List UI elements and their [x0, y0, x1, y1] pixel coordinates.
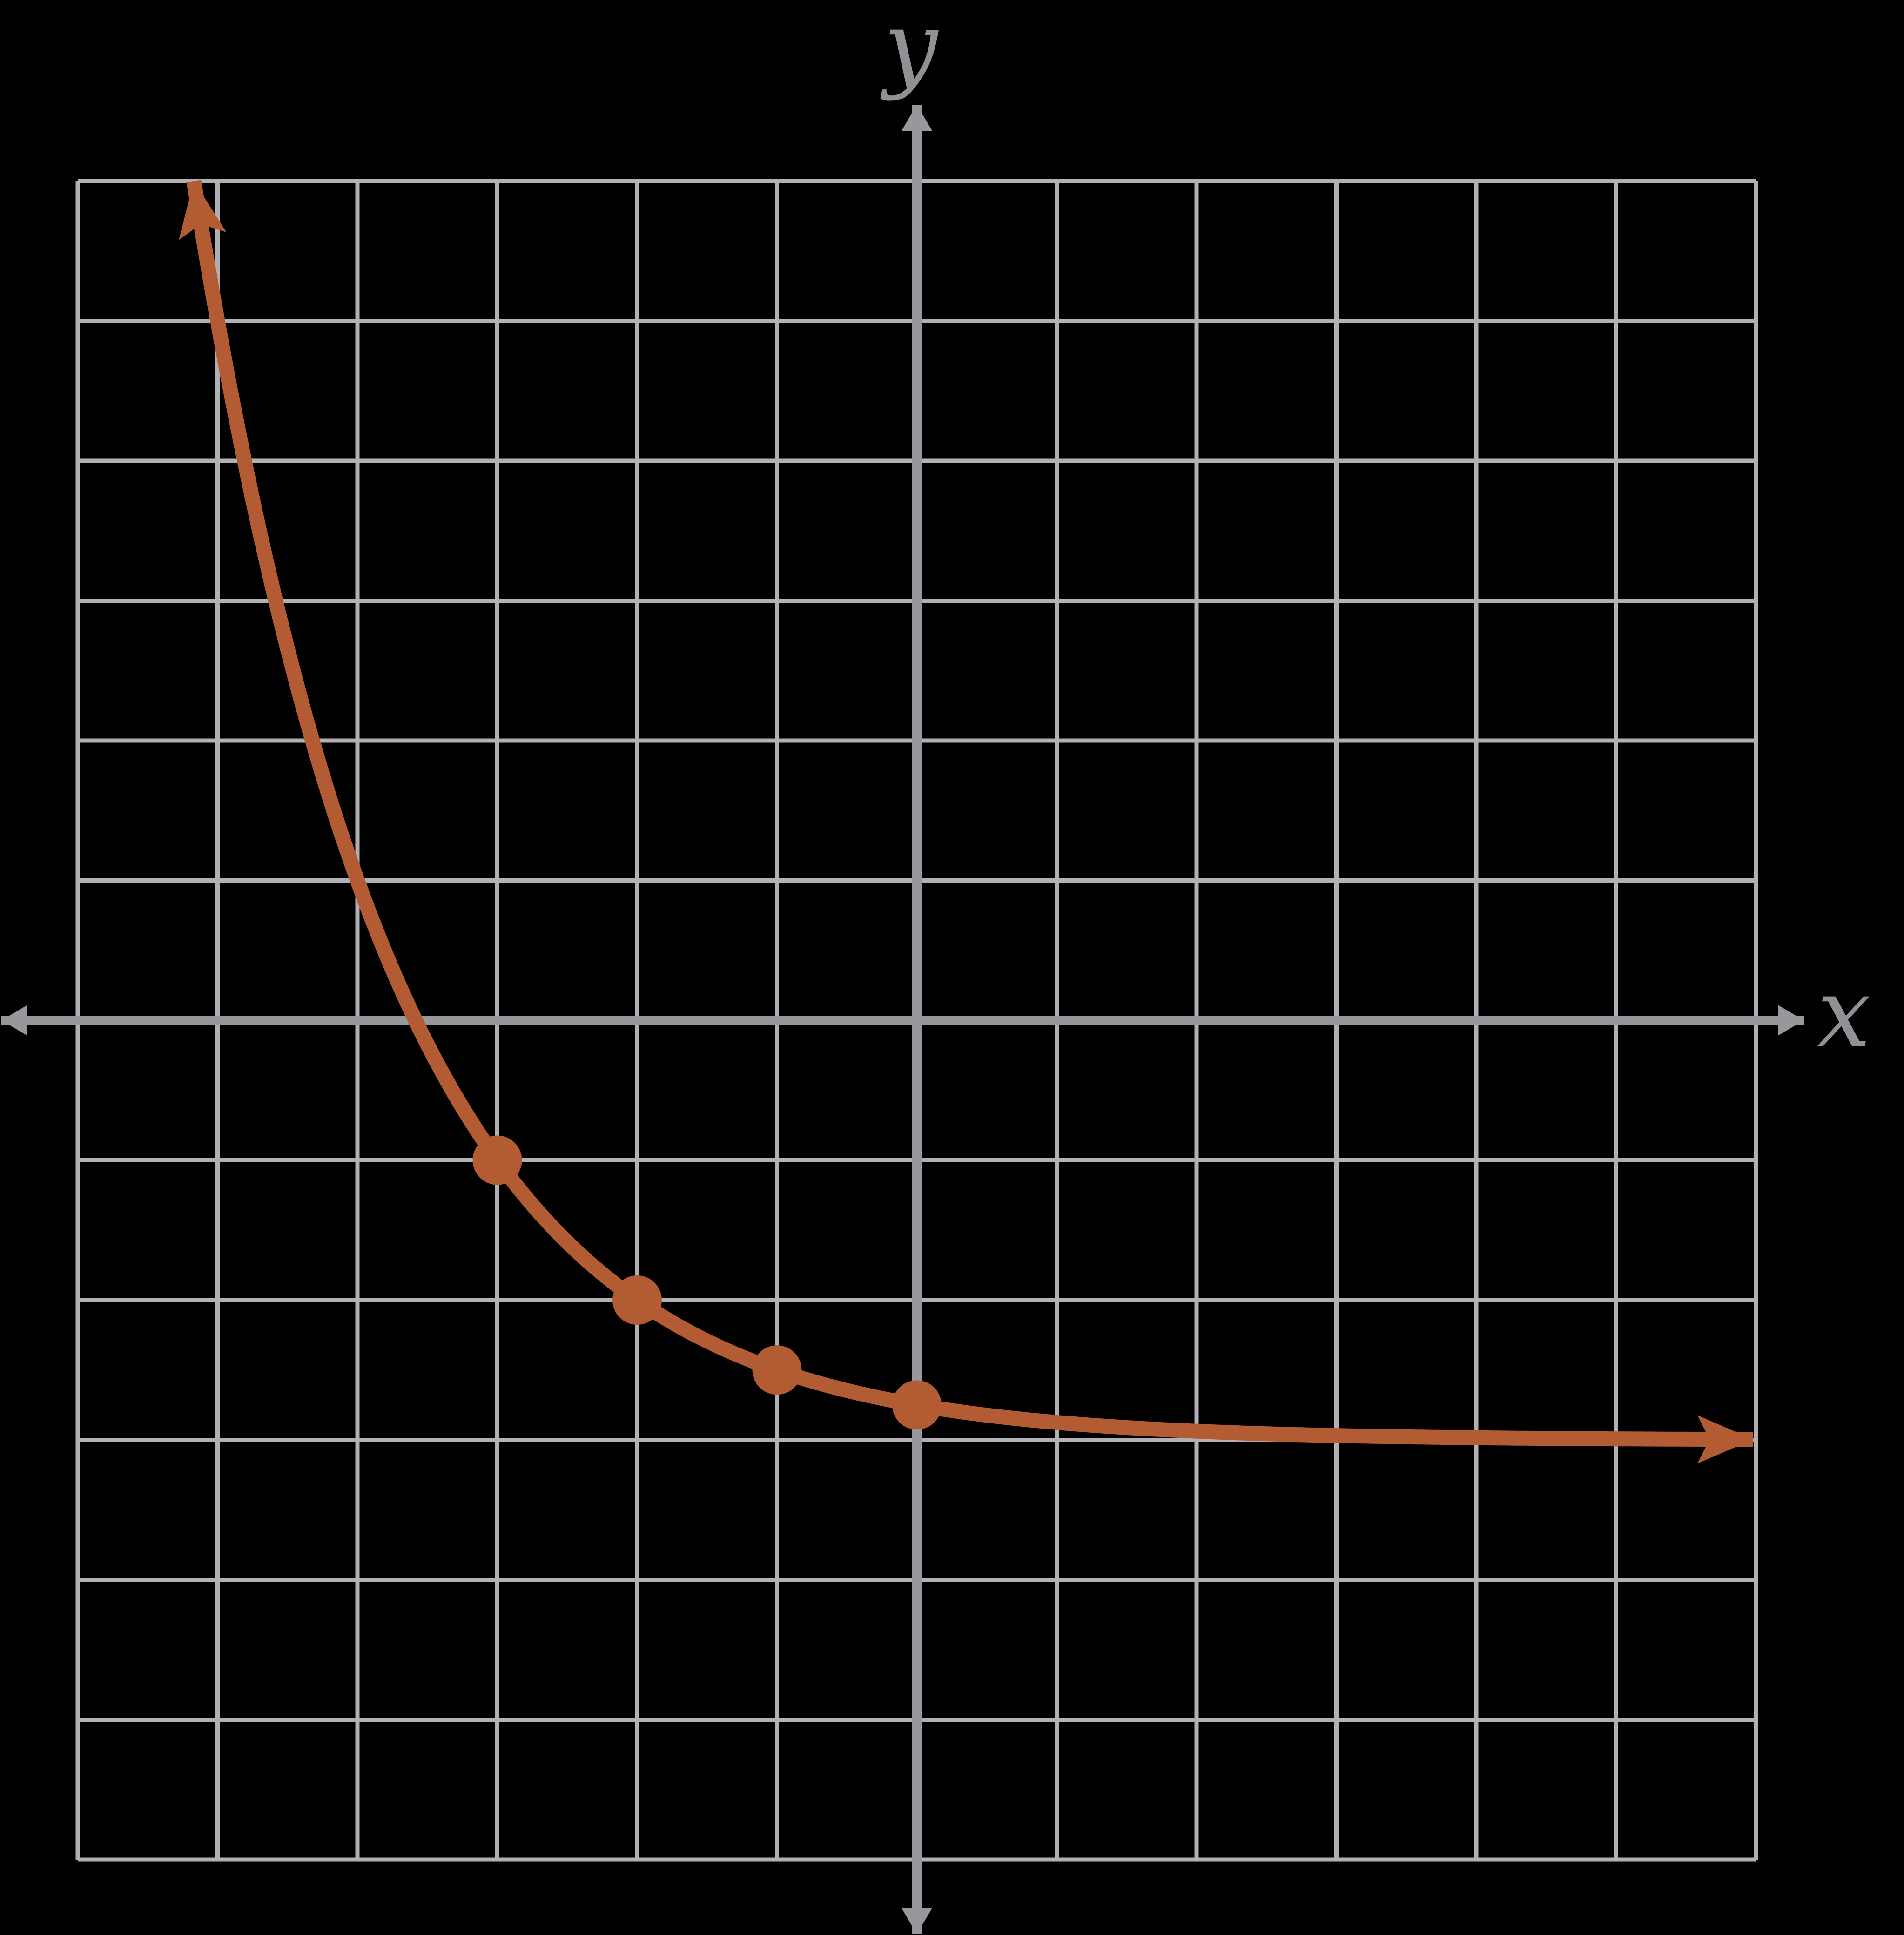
- data-point: [892, 1380, 942, 1430]
- curve-path: [179, 180, 1753, 1464]
- marked-points: [472, 1135, 942, 1430]
- axes: [1, 105, 1804, 1934]
- x-axis-label: x: [1817, 958, 1871, 1069]
- data-point: [752, 1345, 802, 1395]
- function-curve: [179, 180, 1753, 1464]
- data-point: [612, 1275, 662, 1325]
- y-axis-label: y: [880, 0, 939, 102]
- data-point: [472, 1135, 522, 1185]
